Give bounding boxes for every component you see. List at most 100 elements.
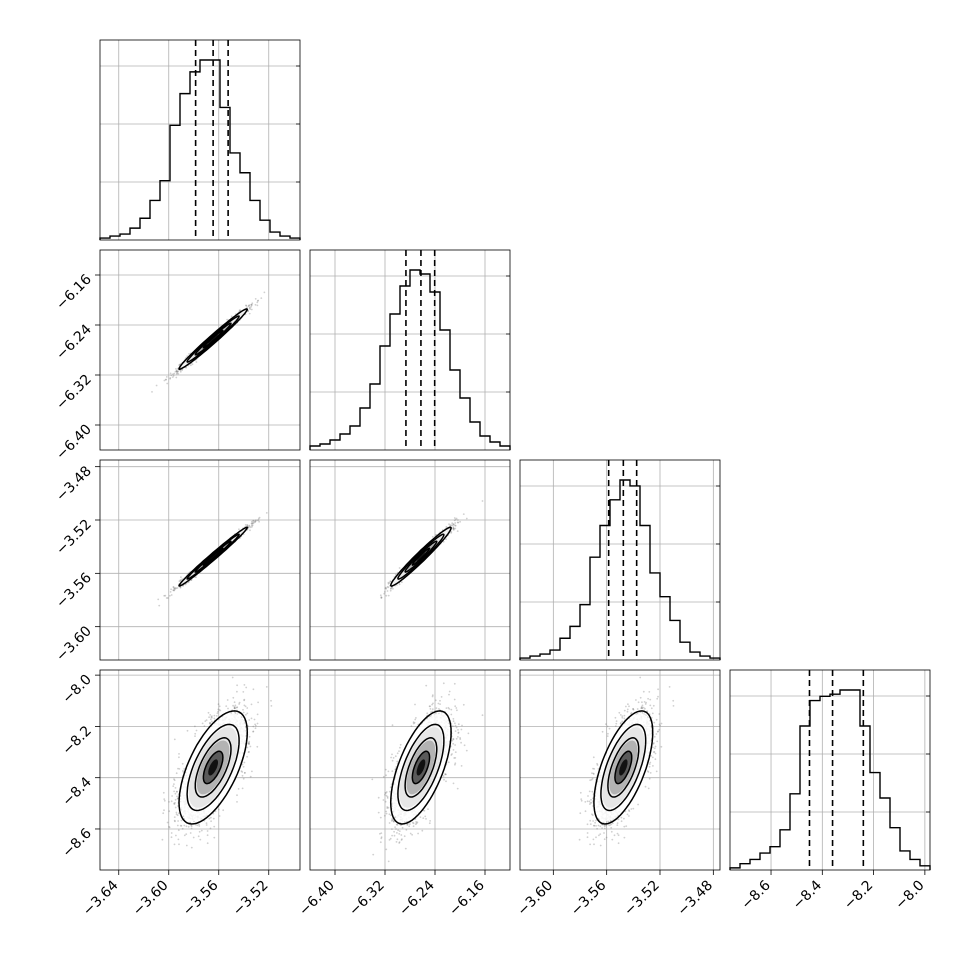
sample-point (173, 778, 175, 781)
sample-point (428, 705, 431, 708)
sample-point (599, 844, 602, 847)
sample-point (178, 768, 181, 770)
sample-point (179, 586, 182, 589)
sample-point (652, 765, 654, 767)
contour-line (389, 710, 452, 825)
sample-point (151, 391, 153, 393)
panel-frame (99, 669, 301, 871)
sample-point (454, 724, 457, 727)
sample-point (236, 690, 238, 693)
sample-point (590, 801, 593, 804)
sample-point (448, 693, 450, 696)
sample-point (244, 705, 247, 708)
sample-point (205, 822, 208, 824)
sample-point (391, 770, 394, 773)
sample-point (210, 716, 213, 718)
sample-point (185, 833, 188, 835)
sample-point (448, 690, 451, 693)
sample-point (461, 724, 463, 727)
sample-point (431, 710, 434, 713)
sample-point (256, 519, 259, 522)
sample-point (209, 718, 212, 721)
sample-point (414, 823, 417, 826)
sample-point (632, 708, 634, 710)
sample-point (231, 676, 234, 679)
sample-point (442, 775, 445, 777)
sample-point (385, 810, 388, 813)
sample-point (162, 791, 165, 794)
density-fill (416, 552, 426, 561)
sample-point (380, 832, 383, 834)
sample-point (450, 708, 453, 711)
sample-point (218, 815, 221, 817)
sample-point (256, 300, 259, 302)
sample-point (592, 773, 595, 775)
sample-point (179, 579, 182, 582)
sample-point (157, 598, 160, 601)
sample-point (383, 591, 386, 593)
sample-point (188, 353, 190, 355)
sample-point (453, 682, 456, 685)
sample-point (251, 304, 253, 306)
sample-point (194, 732, 197, 735)
sample-point (390, 587, 392, 590)
sample-point (601, 827, 603, 829)
sample-point (219, 709, 222, 712)
sample-point (396, 832, 398, 834)
sample-point (397, 829, 399, 832)
sample-point (206, 842, 209, 845)
sample-point (241, 787, 244, 790)
sample-point (589, 803, 591, 805)
sample-point (398, 842, 401, 844)
sample-point (194, 735, 196, 737)
sample-point (451, 739, 454, 742)
sample-point (232, 704, 235, 707)
sample-point (601, 730, 604, 733)
sample-point (659, 724, 661, 727)
sample-point (254, 723, 256, 726)
sample-point (240, 770, 243, 772)
x-tick-label: −8.6 (738, 877, 773, 912)
sample-point (190, 827, 193, 830)
sample-point (394, 755, 397, 758)
sample-point (400, 581, 403, 584)
contour-line (194, 322, 232, 356)
sample-point (173, 802, 176, 805)
hist-panel-1 (309, 249, 511, 451)
sample-point (254, 727, 257, 730)
sample-point (593, 824, 596, 827)
contour-line (194, 737, 232, 798)
sample-point (252, 521, 255, 524)
sample-point (599, 825, 602, 828)
sample-point (396, 838, 399, 841)
sample-point (270, 699, 272, 702)
sample-point (412, 721, 415, 724)
scatter-panel-3-1 (309, 669, 511, 871)
sample-point (605, 824, 607, 827)
sample-point (394, 826, 396, 828)
sample-point (169, 594, 171, 597)
sample-point (651, 712, 654, 715)
sample-point (641, 704, 644, 707)
y-tick-label: −8.6 (59, 825, 94, 860)
sample-point (168, 825, 170, 828)
sample-point (578, 838, 581, 841)
sample-point (617, 818, 620, 821)
sample-point (190, 846, 193, 849)
sample-point (422, 817, 425, 819)
sample-point (226, 318, 229, 321)
sample-point (437, 702, 440, 705)
sample-point (616, 832, 619, 835)
sample-point (198, 823, 200, 826)
sample-point (190, 824, 193, 827)
sample-point (181, 578, 184, 581)
sample-point (626, 710, 629, 713)
sample-point (250, 303, 253, 306)
sample-point (450, 524, 453, 527)
sample-point (168, 810, 171, 813)
x-tick-label: −3.48 (675, 878, 717, 920)
sample-point (235, 706, 238, 709)
sample-point (250, 524, 253, 527)
sample-point (411, 833, 413, 836)
sample-point (254, 724, 257, 727)
